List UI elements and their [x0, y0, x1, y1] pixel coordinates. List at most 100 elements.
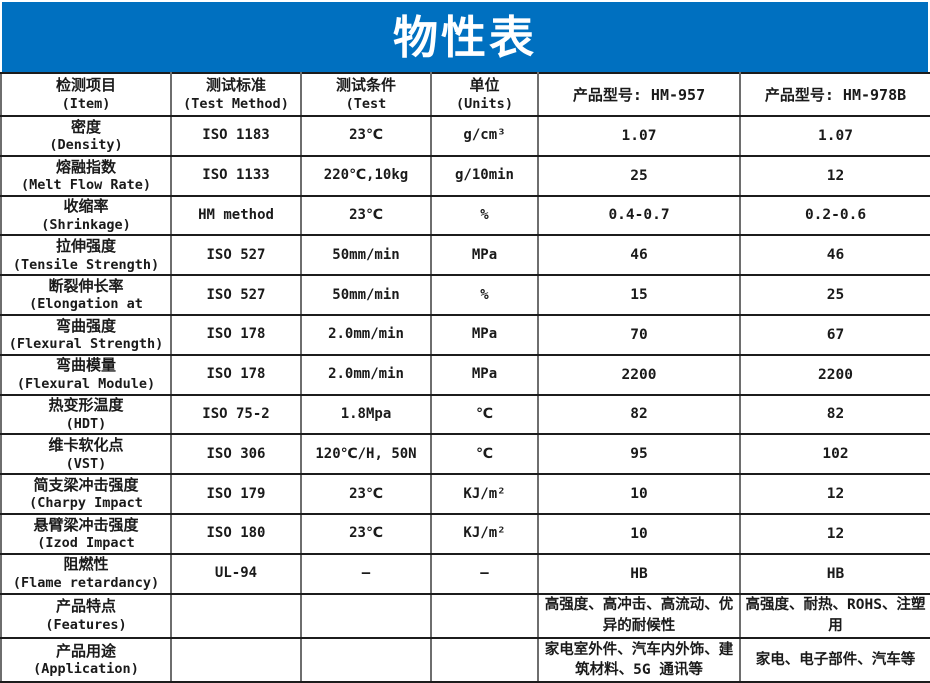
table-row: 弯曲模量 (Flexural Module) ISO 178 2.0mm/min…: [0, 353, 930, 396]
test-standard-cell: UL-94: [170, 552, 302, 595]
hm978b-value-cell: 12: [739, 154, 930, 197]
test-standard-cell: ISO 178: [170, 313, 302, 356]
test-condition-cell: 220℃,10kg: [300, 154, 432, 197]
test-condition-cell: 23℃: [300, 194, 432, 237]
item-cell: 维卡软化点 (VST): [0, 433, 172, 476]
properties-table: 检测项目 (Item) 测试标准 (Test Method) 测试条件 (Tes…: [0, 72, 930, 683]
table-row: 熔融指数 (Melt Flow Rate) ISO 1133 220℃,10kg…: [0, 154, 930, 197]
hm957-value-cell: 95: [537, 433, 741, 476]
header-test-method: 测试标准 (Test Method): [170, 72, 302, 117]
test-standard-cell: ISO 179: [170, 473, 302, 515]
test-standard-cell: ISO 180: [170, 512, 302, 555]
item-name-en: (Flexural Module): [16, 375, 156, 392]
table-row: 悬臂梁冲击强度 (Izod Impact ISO 180 23℃ KJ/m² 1…: [0, 512, 930, 555]
item-name-en: (Application): [33, 661, 139, 678]
item-cell: 阻燃性 (Flame retardancy): [0, 552, 172, 595]
item-name-en: (Features): [45, 616, 127, 633]
unit-cell: [430, 636, 539, 683]
item-name-cn: 产品特点: [55, 597, 116, 616]
test-standard-cell: ISO 306: [170, 433, 302, 476]
page-title: 物性表: [392, 10, 537, 64]
hm957-value-cell: HB: [537, 552, 741, 595]
test-condition-cell: [300, 636, 432, 683]
test-standard-cell: [170, 636, 302, 683]
test-condition-cell: 1.8Mpa: [300, 393, 432, 436]
hm978b-value-cell: 2200: [739, 353, 930, 396]
table-row: 密度 (Density) ISO 1183 23℃ g/cm³ 1.07 1.0…: [0, 115, 930, 157]
table-row: 简支梁冲击强度 (Charpy Impact ISO 179 23℃ KJ/m²…: [0, 473, 930, 515]
hm957-value-cell: 2200: [537, 353, 741, 396]
hm957-value-cell: 15: [537, 274, 741, 316]
item-name-en: (Shrinkage): [41, 216, 131, 233]
hm978b-value-cell: HB: [739, 552, 930, 595]
test-condition-cell: 50mm/min: [300, 274, 432, 316]
hm957-value-cell: 25: [537, 154, 741, 197]
table-row: 产品用途 (Application) 家电室外件、汽车内外饰、建筑材料、5G 通…: [0, 636, 930, 683]
test-condition-cell: 23℃: [300, 115, 432, 157]
unit-cell: MPa: [430, 234, 539, 277]
product-hm978b-label: 产品型号: HM-978B: [764, 86, 907, 104]
test-condition-cell: [300, 592, 432, 639]
item-name-en: (Elongation at: [29, 296, 143, 313]
header-test-method-cn: 测试标准: [205, 76, 266, 95]
test-standard-cell: ISO 527: [170, 234, 302, 277]
table-row: 拉伸强度 (Tensile Strength) ISO 527 50mm/min…: [0, 234, 930, 277]
test-standard-cell: ISO 178: [170, 353, 302, 396]
table-row: 弯曲强度 (Flexural Strength) ISO 178 2.0mm/m…: [0, 313, 930, 356]
unit-cell: –: [430, 552, 539, 595]
header-test-condition: 测试条件 (Test: [300, 72, 432, 117]
header-units-en: (Units): [456, 95, 513, 112]
item-name-en: (HDT): [65, 415, 107, 432]
test-condition-cell: 2.0mm/min: [300, 313, 432, 356]
hm957-value-cell: 70: [537, 313, 741, 356]
item-name-cn: 产品用途: [55, 641, 116, 660]
item-name-cn: 断裂伸长率: [48, 276, 124, 295]
unit-cell: ℃: [430, 393, 539, 436]
item-cell: 断裂伸长率 (Elongation at: [0, 274, 172, 316]
item-cell: 产品特点 (Features): [0, 592, 172, 639]
item-name-en: (VST): [65, 455, 107, 472]
header-units: 单位 (Units): [430, 72, 539, 117]
item-cell: 熔融指数 (Melt Flow Rate): [0, 154, 172, 197]
item-name-cn: 悬臂梁冲击强度: [33, 515, 139, 534]
hm957-value-cell: 46: [537, 234, 741, 277]
title-banner: 物性表: [0, 0, 930, 72]
item-name-cn: 简支梁冲击强度: [33, 475, 139, 494]
hm957-value-cell: 家电室外件、汽车内外饰、建筑材料、5G 通讯等: [537, 636, 741, 683]
item-name-cn: 熔融指数: [55, 157, 116, 176]
table-row: 收缩率 (Shrinkage) HM method 23℃ % 0.4-0.7 …: [0, 194, 930, 237]
unit-cell: g/10min: [430, 154, 539, 197]
item-cell: 弯曲模量 (Flexural Module): [0, 353, 172, 396]
hm978b-value-cell: 67: [739, 313, 930, 356]
header-product-hm978b: 产品型号: HM-978B: [739, 72, 930, 117]
item-name-cn: 阻燃性: [63, 555, 109, 574]
item-name-en: (Flame retardancy): [12, 574, 160, 591]
item-cell: 简支梁冲击强度 (Charpy Impact: [0, 473, 172, 515]
unit-cell: [430, 592, 539, 639]
hm978b-value-cell: 82: [739, 393, 930, 436]
test-condition-cell: –: [300, 552, 432, 595]
product-hm957-label: 产品型号: HM-957: [572, 86, 706, 104]
table-header: 检测项目 (Item) 测试标准 (Test Method) 测试条件 (Tes…: [0, 72, 930, 117]
item-name-cn: 收缩率: [63, 197, 109, 216]
hm957-value-cell: 1.07: [537, 115, 741, 157]
unit-cell: g/cm³: [430, 115, 539, 157]
test-standard-cell: [170, 592, 302, 639]
item-name-cn: 弯曲强度: [55, 316, 116, 335]
unit-cell: %: [430, 194, 539, 237]
test-condition-cell: 2.0mm/min: [300, 353, 432, 396]
item-name-cn: 维卡软化点: [48, 436, 124, 455]
test-standard-cell: HM method: [170, 194, 302, 237]
hm957-value-cell: 10: [537, 512, 741, 555]
unit-cell: %: [430, 274, 539, 316]
test-condition-cell: 120℃/H, 50N: [300, 433, 432, 476]
table-row: 断裂伸长率 (Elongation at ISO 527 50mm/min % …: [0, 274, 930, 316]
hm978b-value-cell: 46: [739, 234, 930, 277]
unit-cell: MPa: [430, 313, 539, 356]
hm957-value-cell: 82: [537, 393, 741, 436]
test-condition-cell: 23℃: [300, 473, 432, 515]
test-condition-cell: 50mm/min: [300, 234, 432, 277]
test-standard-cell: ISO 75-2: [170, 393, 302, 436]
header-test-condition-cn: 测试条件: [335, 76, 396, 95]
table-row: 热变形温度 (HDT) ISO 75-2 1.8Mpa ℃ 82 82: [0, 393, 930, 436]
